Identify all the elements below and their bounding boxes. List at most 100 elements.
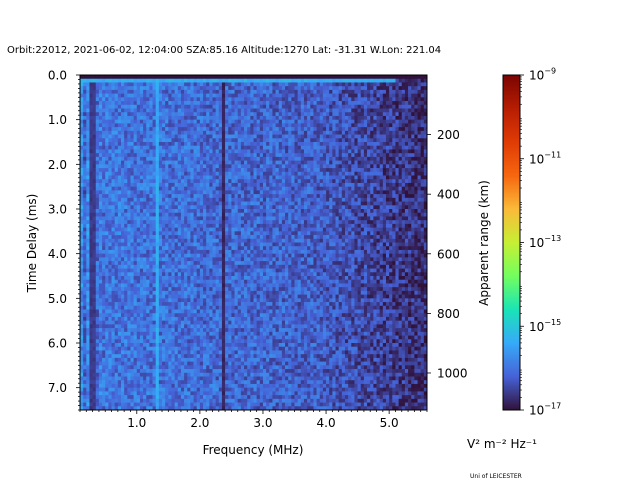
heatmap-cell [212,231,216,236]
heatmap-cell [196,156,201,161]
heatmap-cell [234,313,239,318]
heatmap-cell [215,212,220,217]
heatmap-cell [180,249,185,255]
heatmap-cell [108,354,112,359]
heatmap-cell [83,261,87,266]
heatmap-cell [139,339,144,344]
heatmap-cell [215,138,220,143]
heatmap-cell [162,209,166,214]
heatmap-cell [127,369,131,374]
heatmap-cell [108,313,112,318]
heatmap-cell [80,138,84,143]
heatmap-cell [174,354,179,359]
heatmap-cell [102,376,106,381]
heatmap-cell [215,290,220,295]
heatmap-cell [117,115,122,121]
heatmap-cell [247,383,251,389]
heatmap-cell [108,190,112,195]
heatmap-cell [133,391,138,396]
heatmap-cell [114,283,119,288]
heatmap-cell [244,372,248,377]
heatmap-cell [237,328,242,333]
heatmap-cell [221,372,226,377]
heatmap-cell [221,97,226,102]
heatmap-cell [105,130,109,135]
heatmap-cell [133,216,138,221]
heatmap-cell [124,398,128,403]
heatmap-cell [139,93,144,98]
heatmap-cell [184,153,188,158]
heatmap-cell [139,75,144,80]
heatmap-cell [171,164,175,169]
heatmap-cell [237,283,242,288]
heatmap-cell [98,287,103,292]
heatmap-cell [95,249,100,255]
heatmap-cell [209,320,213,325]
heatmap-cell [80,339,84,344]
heatmap-cell [102,179,106,184]
heatmap-cell [165,142,169,147]
heatmap-cell [209,406,213,410]
heatmap-cell [95,209,100,214]
heatmap-cell [155,242,160,247]
heatmap-cell [225,264,229,269]
heatmap-cell [149,298,153,303]
heatmap-cell [86,168,90,173]
heatmap-cell [203,75,207,80]
heatmap-cell [146,93,150,98]
heatmap-cell [247,313,251,318]
heatmap-cell [209,276,213,281]
heatmap-cell [234,391,239,396]
heatmap-cell [168,264,172,269]
heatmap-cell [165,186,169,191]
heatmap-cell [102,108,106,113]
heatmap-cell [190,402,194,407]
heatmap-cell [149,138,153,143]
heatmap-cell [86,320,90,325]
heatmap-cell [209,402,213,407]
heatmap-cell [95,331,100,336]
heatmap-cell [215,82,220,87]
heatmap-cell [117,153,122,158]
heatmap-cell [244,216,248,221]
heatmap-cell [149,182,153,188]
heatmap-cell [247,171,251,176]
heatmap-cell [228,350,232,355]
heatmap-cell [193,149,198,154]
heatmap-cell [143,160,147,165]
heatmap-cell [146,264,150,269]
heatmap-cell [105,212,109,217]
heatmap-cell [177,205,182,210]
heatmap-cell [240,145,245,150]
heatmap-cell [89,227,93,232]
heatmap-cell [221,235,226,240]
heatmap-cell [162,343,166,348]
heatmap-cell [215,130,220,135]
heatmap-cell [139,209,144,214]
heatmap-cell [108,350,112,355]
heatmap-cell [139,171,144,176]
heatmap-cell [111,212,116,217]
heatmap-cell [114,194,119,199]
heatmap-cell [95,257,100,262]
heatmap-cell [212,313,216,318]
heatmap-cell [177,395,182,400]
heatmap-cell [158,268,163,273]
heatmap-cell [237,153,242,158]
heatmap-cell [240,272,245,277]
heatmap-cell [83,160,87,165]
heatmap-cell [133,75,138,80]
heatmap-cell [89,383,93,389]
heatmap-cell [196,231,201,236]
heatmap-cell [98,78,103,83]
heatmap-cell [152,298,157,303]
heatmap-cell [133,231,138,236]
heatmap-cell [177,156,182,161]
heatmap-cell [95,320,100,325]
heatmap-cell [165,264,169,269]
heatmap-cell [155,156,160,161]
heatmap-cell [221,231,226,236]
heatmap-cell [174,369,179,374]
heatmap-cell [244,387,248,392]
heatmap-cell [124,331,128,336]
